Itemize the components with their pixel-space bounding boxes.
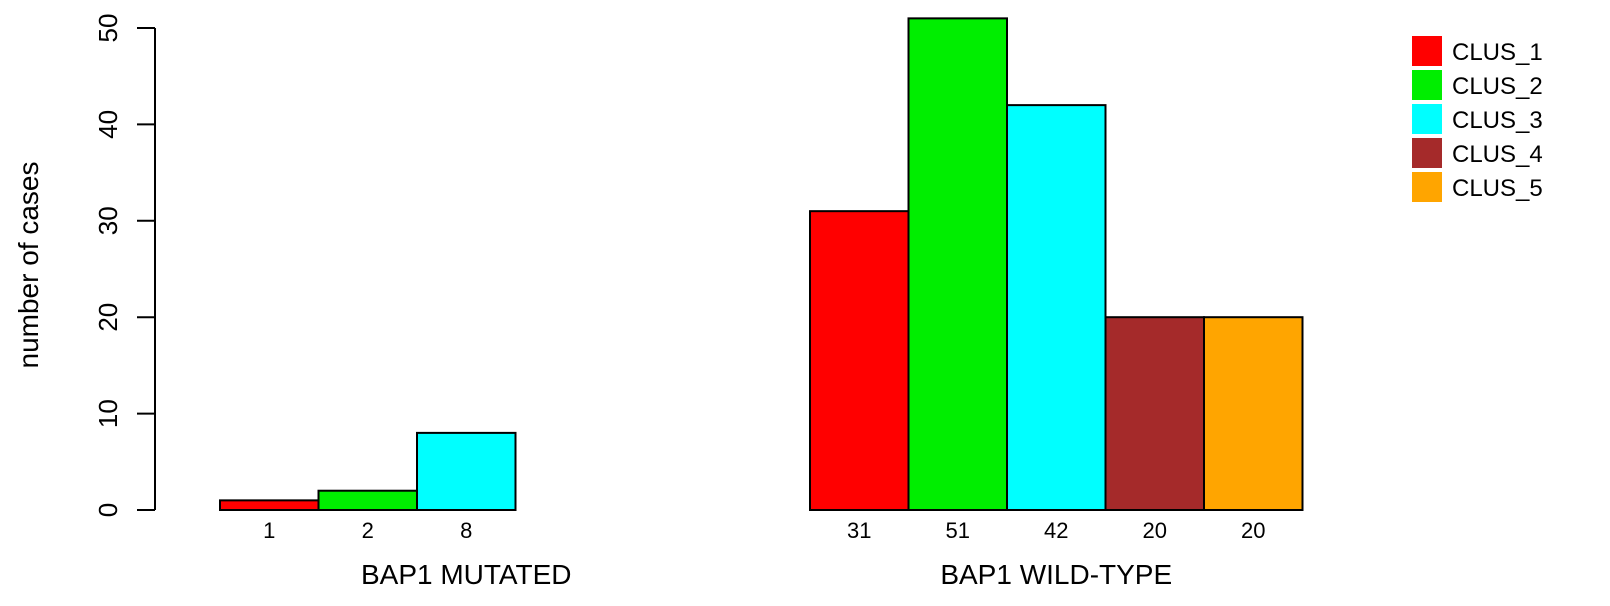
y-tick-label: 40 [93,110,123,139]
bar-value-label: 51 [946,518,970,543]
legend-label: CLUS_2 [1452,73,1543,100]
legend-item: CLUS_5 [1412,172,1543,202]
y-tick-label: 20 [93,303,123,332]
bar-group: 1 2 8 BAP1 MUTATED [219,431,572,590]
bar-value-label: 8 [460,518,472,543]
bar-clus-5 [1203,316,1304,512]
legend-item: CLUS_1 [1412,36,1543,66]
group-label: BAP1 WILD-TYPE [940,559,1172,590]
bar-value-label: 31 [847,518,871,543]
bar-clus-1 [809,210,910,511]
legend-item: CLUS_3 [1412,104,1543,134]
legend-swatch [1412,138,1442,168]
group-label: BAP1 MUTATED [361,559,572,590]
bar-group: 31 51 42 20 20 BAP1 WILD-TYPE [809,17,1304,590]
bar-clus-2 [907,17,1008,512]
legend-swatch [1412,36,1442,66]
y-tick-label: 0 [93,503,123,517]
legend: CLUS_1 CLUS_2 CLUS_3 CLUS_4 CLUS_5 [1412,36,1543,202]
y-axis: 0 10 20 30 40 50 [93,14,156,517]
legend-swatch [1412,104,1442,134]
y-tick-label: 10 [93,399,123,428]
bar-clus-1 [219,499,320,511]
bars: 1 2 8 BAP1 MUTATED 31 51 42 20 20 BAP1 WILD-TYPE [219,17,1304,590]
legend-swatch [1412,172,1442,202]
legend-item: CLUS_4 [1412,138,1543,168]
bar-clus-3 [1006,104,1107,512]
bar-value-label: 2 [362,518,374,543]
bar-value-label: 1 [263,518,275,543]
legend-label: CLUS_3 [1452,107,1543,134]
bar-clus-4 [1104,316,1205,512]
legend-item: CLUS_2 [1412,70,1543,100]
legend-label: CLUS_4 [1452,141,1543,168]
bar-clus-2 [317,489,418,512]
bar-value-label: 42 [1044,518,1068,543]
legend-label: CLUS_5 [1452,175,1543,202]
y-tick-label: 30 [93,206,123,235]
bar-value-label: 20 [1143,518,1167,543]
y-tick-label: 50 [93,14,123,43]
y-axis-label: number of cases [13,162,44,369]
legend-swatch [1412,70,1442,100]
bar-value-label: 20 [1241,518,1265,543]
bar-clus-3 [416,431,517,512]
legend-label: CLUS_1 [1452,39,1543,66]
